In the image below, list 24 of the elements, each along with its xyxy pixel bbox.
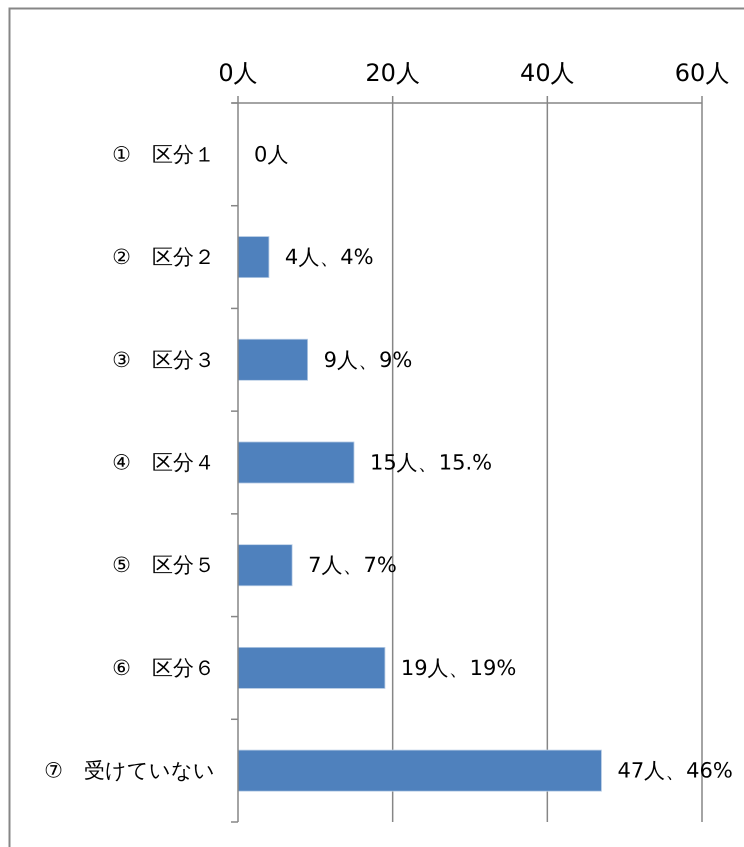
data-label: 4人、4% — [284, 245, 374, 270]
x-tick-label: 0人 — [218, 59, 258, 87]
bar — [238, 750, 602, 792]
data-label: 9人、9% — [324, 348, 412, 372]
y-tick-label: ⑥ 区分６ — [112, 656, 215, 680]
y-tick-label: ⑦ 受けていない — [44, 758, 215, 783]
x-tick-label: 60人 — [674, 59, 730, 87]
x-tick-label: 40人 — [520, 59, 575, 87]
bar — [238, 646, 386, 689]
y-tick-label: ② 区分２ — [112, 245, 215, 270]
data-label: 7人、7% — [308, 553, 397, 578]
bar — [238, 442, 354, 484]
y-tick-label: ③ 区分３ — [112, 348, 215, 372]
data-label: 47人、46% — [617, 758, 733, 783]
x-tick-label: 20人 — [365, 59, 420, 87]
bar — [238, 236, 270, 278]
y-tick-label: ④ 区分４ — [112, 450, 215, 474]
y-tick-label: ⑤ 区分５ — [112, 553, 215, 578]
bar — [238, 338, 308, 381]
data-label: 0人 — [254, 142, 288, 166]
y-tick-label: ① 区分１ — [112, 142, 215, 166]
bar — [238, 544, 293, 586]
data-label: 15人、15.% — [370, 450, 492, 474]
data-label: 19人、19% — [400, 656, 516, 680]
